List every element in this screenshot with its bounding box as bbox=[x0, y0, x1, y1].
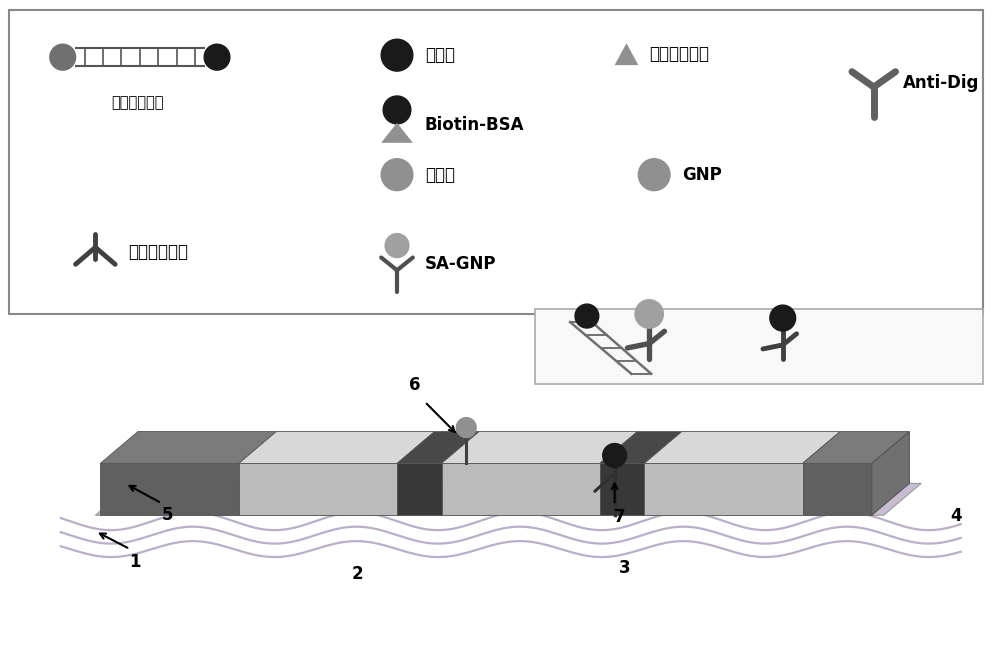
Text: 2: 2 bbox=[352, 565, 363, 583]
Polygon shape bbox=[95, 483, 921, 515]
Polygon shape bbox=[600, 432, 682, 463]
Circle shape bbox=[638, 159, 670, 191]
Circle shape bbox=[575, 304, 599, 328]
Polygon shape bbox=[600, 463, 644, 515]
Text: 生物素: 生物素 bbox=[425, 46, 455, 64]
Polygon shape bbox=[803, 432, 909, 463]
Circle shape bbox=[770, 305, 796, 331]
Polygon shape bbox=[803, 463, 872, 515]
Circle shape bbox=[635, 299, 663, 328]
Polygon shape bbox=[442, 463, 600, 515]
Text: Biotin-BSA: Biotin-BSA bbox=[425, 116, 524, 134]
Text: 链霊素亲和素: 链霊素亲和素 bbox=[128, 243, 188, 262]
Circle shape bbox=[603, 444, 626, 467]
Circle shape bbox=[204, 44, 230, 70]
Text: 3: 3 bbox=[619, 559, 630, 577]
Text: 地高辛: 地高辛 bbox=[425, 165, 455, 184]
Circle shape bbox=[456, 418, 476, 438]
Text: 4: 4 bbox=[950, 507, 962, 525]
Text: GNP: GNP bbox=[682, 165, 722, 184]
Text: 5: 5 bbox=[162, 506, 173, 525]
Text: 靶基因扩增物: 靶基因扩增物 bbox=[112, 95, 164, 110]
FancyBboxPatch shape bbox=[535, 309, 983, 384]
Polygon shape bbox=[644, 463, 803, 515]
Polygon shape bbox=[397, 432, 479, 463]
Polygon shape bbox=[381, 123, 413, 143]
Circle shape bbox=[381, 159, 413, 191]
Polygon shape bbox=[442, 432, 637, 463]
Circle shape bbox=[381, 39, 413, 71]
Polygon shape bbox=[239, 463, 397, 515]
Polygon shape bbox=[644, 432, 840, 463]
Polygon shape bbox=[872, 432, 909, 515]
Polygon shape bbox=[100, 432, 276, 463]
Circle shape bbox=[385, 234, 409, 258]
Text: 7: 7 bbox=[614, 508, 625, 527]
Polygon shape bbox=[100, 463, 239, 515]
Text: 1: 1 bbox=[129, 553, 141, 571]
Text: SA-GNP: SA-GNP bbox=[425, 255, 496, 274]
Circle shape bbox=[50, 44, 76, 70]
Polygon shape bbox=[615, 43, 638, 65]
Text: Anti-Dig: Anti-Dig bbox=[903, 74, 980, 92]
Polygon shape bbox=[397, 463, 442, 515]
Text: 6: 6 bbox=[409, 376, 421, 394]
Text: 牛血清白蛋白: 牛血清白蛋白 bbox=[649, 45, 709, 63]
FancyBboxPatch shape bbox=[9, 11, 983, 314]
Circle shape bbox=[383, 96, 411, 124]
Polygon shape bbox=[239, 432, 435, 463]
